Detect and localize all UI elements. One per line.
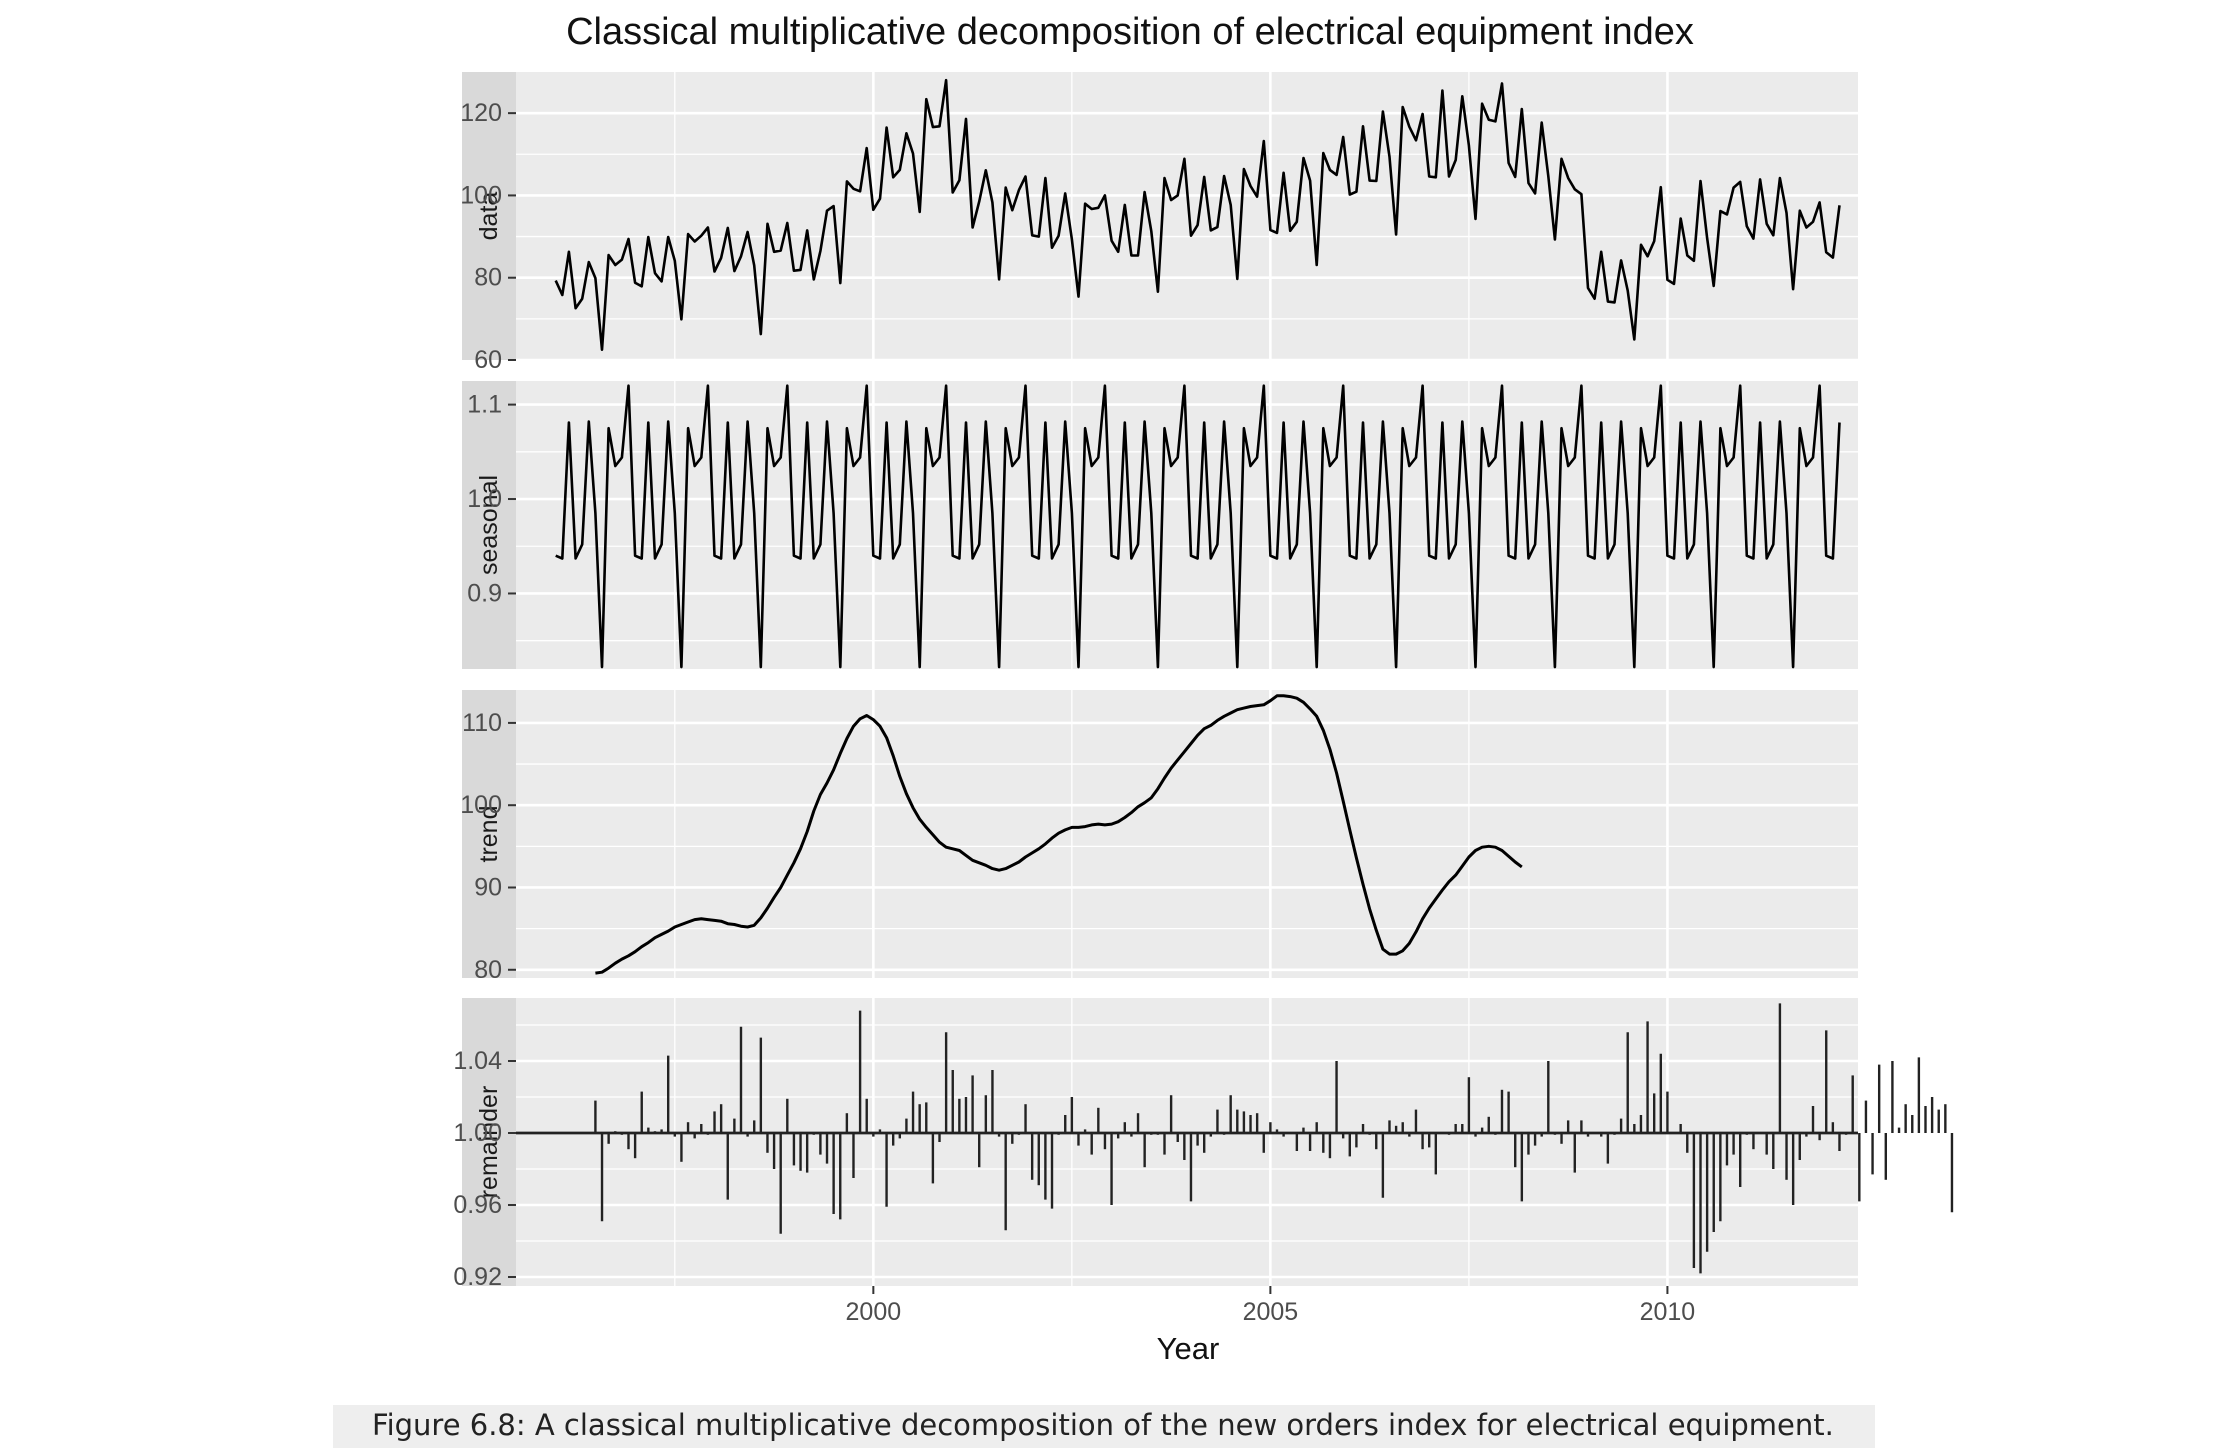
strip-label-trend: trend <box>475 806 503 863</box>
figure-caption-box <box>333 1405 1875 1448</box>
panel-remainder: remainder 0.92 0.96 1.00 1.04 <box>453 998 1954 1291</box>
y-tick-label: 110 <box>462 709 502 737</box>
panel-seasonal: seasonal 0.9 1.0 1.1 <box>462 381 1858 669</box>
y-tick-label: 90 <box>474 873 502 901</box>
strip-data <box>462 72 516 360</box>
strip-label-remainder: remainder <box>475 1086 503 1199</box>
strip-label-seasonal: seasonal <box>475 475 503 575</box>
x-axis-label: Year <box>1157 1331 1220 1366</box>
strip-remainder <box>462 998 516 1286</box>
y-tick-label: 80 <box>474 264 502 292</box>
x-tick-label: 2000 <box>846 1298 902 1326</box>
y-tick-label: 1.00 <box>453 1119 502 1147</box>
y-tick-label: 0.9 <box>467 579 502 607</box>
x-tick-label: 2010 <box>1640 1298 1696 1326</box>
y-tick-label: 1.1 <box>467 391 502 419</box>
y-tick-label: 1.04 <box>453 1047 502 1075</box>
y-tick-label: 120 <box>460 99 502 127</box>
y-tick-label: 0.96 <box>453 1191 502 1219</box>
y-tick-label: 80 <box>474 956 502 984</box>
y-tick-label: 0.92 <box>453 1263 502 1291</box>
y-tick-label: 60 <box>474 346 502 374</box>
chart-title: Classical multiplicative decomposition o… <box>566 11 1694 53</box>
figure-caption: Figure 6.8: A classical multiplicative d… <box>372 1408 1834 1442</box>
series-line-data <box>554 78 1841 351</box>
panel-bg-data <box>516 72 1858 360</box>
panel-bg-trend <box>516 690 1858 978</box>
panel-bg-remainder <box>516 998 1858 1286</box>
series-line-seasonal <box>555 384 1841 669</box>
strip-trend <box>462 690 516 978</box>
x-tick-label: 2005 <box>1243 1298 1299 1326</box>
strip-seasonal <box>462 381 516 669</box>
y-tick-label: 1.0 <box>467 485 502 513</box>
panel-data: data 60 80 100 120 <box>460 72 1858 374</box>
y-tick-label: 100 <box>460 791 502 819</box>
panel-trend: trend 80 90 100 110 <box>460 690 1858 984</box>
series-line-trend <box>595 694 1523 975</box>
y-tick-label: 100 <box>460 181 502 209</box>
strip-label-data: data <box>475 192 503 241</box>
